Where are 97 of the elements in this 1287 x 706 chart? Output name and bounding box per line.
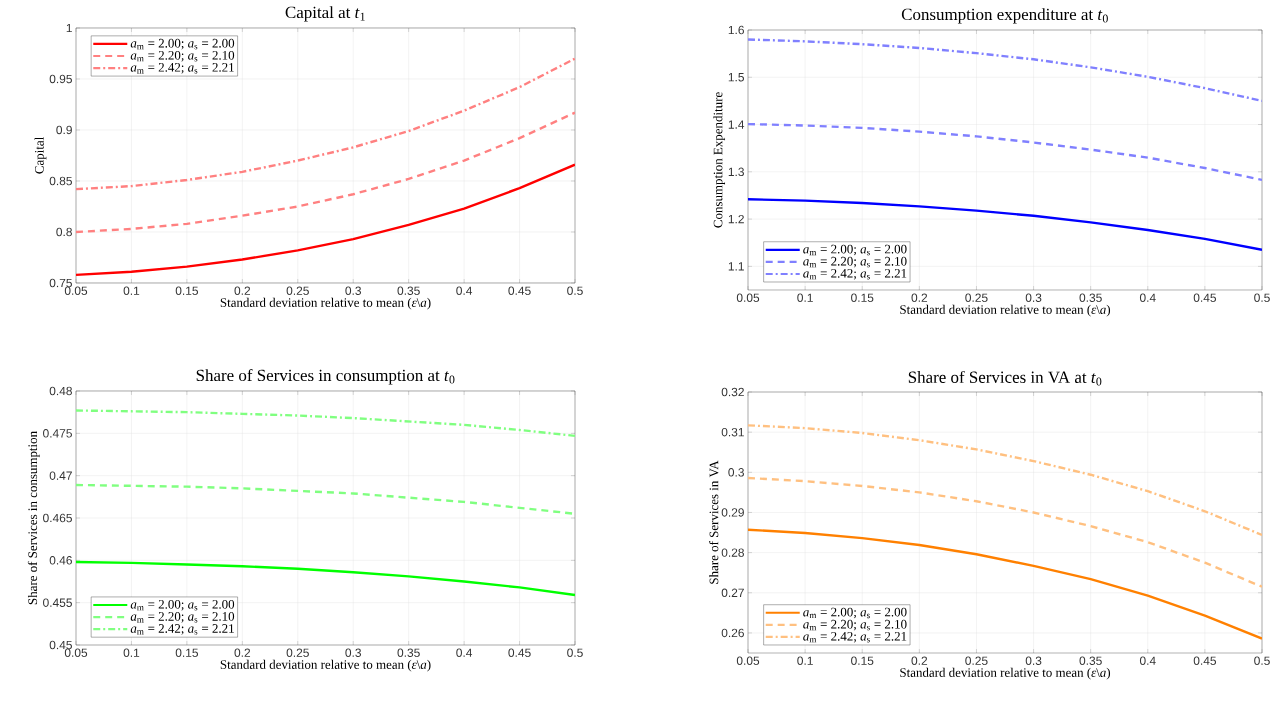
x-tick-label: 0.45 [1193,293,1217,302]
legend-label: a$_{m}$ = 2.20; a$_{s}$ = 2.10 [803,619,907,631]
y-tick-label: 0.8 [56,227,72,237]
legend-label: a$_{m}$ = 2.00; a$_{s}$ = 2.00 [130,599,235,611]
x-tick-label: 0.15 [851,293,874,302]
x-tick-label: 0.25 [965,293,988,302]
line-series [748,38,1263,103]
legend-label: a$_{m}$ = 2.20; a$_{s}$ = 2.10 [130,612,235,623]
legend-label: a$_{m}$ = 2.42; a$_{s}$ = 2.21 [803,268,907,280]
chart-title: Share of Services in VA at t$_{0}$ [908,370,1102,386]
x-tick-label: 0.25 [965,656,988,665]
y-tick-label: 1.1 [728,262,744,271]
y-tick-label: 0.75 [49,278,72,288]
chart-title: Consumption expenditure at t$_{0}$ [901,8,1108,24]
legend-label: a$_{m}$ = 2.20; a$_{s}$ = 2.10 [803,256,907,268]
x-tick-label: 0.05 [64,286,88,295]
y-tick-label: 1.2 [728,214,744,224]
y-tick-label: 0.45 [49,640,72,650]
legend-label: a$_{m}$ = 2.00; a$_{s}$ = 2.00 [130,38,235,50]
y-tick-label: 0.31 [721,427,744,437]
y-tick-label: 1 [66,23,72,33]
x-tick-label: 0.2 [234,648,251,657]
y-tick-label: 0.9 [56,125,72,135]
x-tick-label: 0.1 [123,648,140,657]
y-axis-title: Capital [34,137,47,174]
x-tick-label: 0.05 [736,293,760,302]
legend-label: a$_{m}$ = 2.20; a$_{s}$ = 2.10 [130,50,235,62]
line-series [76,560,575,597]
y-tick-label: 0.465 [43,513,72,523]
y-tick-label: 0.28 [721,548,744,557]
y-axis-title: Share of Services in VA [709,460,719,584]
x-tick-label: 0.1 [797,656,813,665]
y-tick-label: 1.4 [728,120,745,129]
y-tick-label: 0.47 [49,471,72,480]
x-tick-label: 0.1 [123,286,140,295]
x-tick-label: 0.15 [175,648,199,657]
line-series [748,424,1263,537]
chart-title: Capital at t$_{1}$ [285,6,365,22]
x-tick-label: 0.2 [911,293,928,302]
x-tick-label: 0.15 [175,286,199,295]
x-tick-label: 0.2 [911,656,928,665]
x-tick-label: 0.45 [1193,656,1217,665]
y-tick-label: 0.95 [49,74,72,84]
legend-label: a$_{m}$ = 2.42; a$_{s}$ = 2.21 [803,631,907,643]
x-tick-label: 0.4 [456,286,473,295]
y-tick-label: 0.85 [49,176,72,186]
line-series [748,476,1263,588]
x-axis-title: Standard deviation relative to mean (ε\a) [220,659,431,672]
y-tick-label: 0.29 [721,508,744,517]
x-tick-label: 0.45 [508,648,531,657]
y-axis-title: Share of Services in consumption [27,431,40,605]
y-tick-label: 0.3 [728,468,744,477]
x-tick-label: 0.25 [286,648,309,657]
x-tick-label: 0.3 [345,648,362,657]
x-tick-label: 0.15 [851,656,874,665]
x-tick-label: 0.3 [1025,293,1042,302]
x-tick-label: 0.4 [1139,293,1156,302]
x-tick-label: 0.35 [397,286,420,295]
y-tick-label: 0.32 [721,387,744,397]
x-tick-label: 0.35 [1079,656,1102,665]
x-tick-label: 0.35 [397,648,420,657]
legend-label: a$_{m}$ = 2.00; a$_{s}$ = 2.00 [803,244,907,256]
x-tick-label: 0.1 [797,293,813,302]
legend-label: a$_{m}$ = 2.42; a$_{s}$ = 2.21 [130,63,234,74]
y-tick-label: 0.27 [721,588,744,597]
x-axis-title: Standard deviation relative to mean (ε\a) [900,304,1111,317]
x-axis-title: Standard deviation relative to mean (ε\a) [900,667,1111,680]
x-tick-label: 0.05 [64,648,88,657]
x-tick-label: 0.3 [1025,656,1042,665]
x-tick-label: 0.5 [567,648,583,657]
line-series [748,122,1263,182]
y-tick-label: 0.48 [49,386,72,396]
x-axis-title: Standard deviation relative to mean (ε\a) [220,297,431,310]
y-tick-label: 0.455 [43,598,72,607]
chart-title: Share of Services in consumption at t$_{0}$ [196,368,455,385]
x-tick-label: 0.3 [345,286,362,295]
y-tick-label: 0.475 [43,429,72,438]
legend-label: a$_{m}$ = 2.00; a$_{s}$ = 2.00 [803,607,907,619]
x-tick-label: 0.45 [508,286,531,295]
x-tick-label: 0.05 [736,656,760,665]
x-tick-label: 0.2 [234,286,251,295]
x-tick-label: 0.4 [1139,656,1156,665]
line-series [76,163,575,277]
x-tick-label: 0.35 [1079,293,1102,302]
y-tick-label: 0.46 [49,556,72,565]
y-axis-title: Consumption Expenditure [713,92,726,228]
y-tick-label: 1.6 [728,25,744,35]
y-tick-label: 0.26 [721,628,744,638]
x-tick-label: 0.5 [1254,293,1270,302]
line-series [76,111,575,234]
x-tick-label: 0.5 [567,286,583,295]
x-tick-label: 0.5 [1254,656,1270,665]
legend-label: a$_{m}$ = 2.42; a$_{s}$ = 2.21 [130,624,234,635]
y-tick-label: 1.5 [728,73,744,82]
x-tick-label: 0.4 [456,648,473,657]
x-tick-label: 0.25 [286,286,309,295]
y-tick-label: 1.3 [728,167,744,177]
